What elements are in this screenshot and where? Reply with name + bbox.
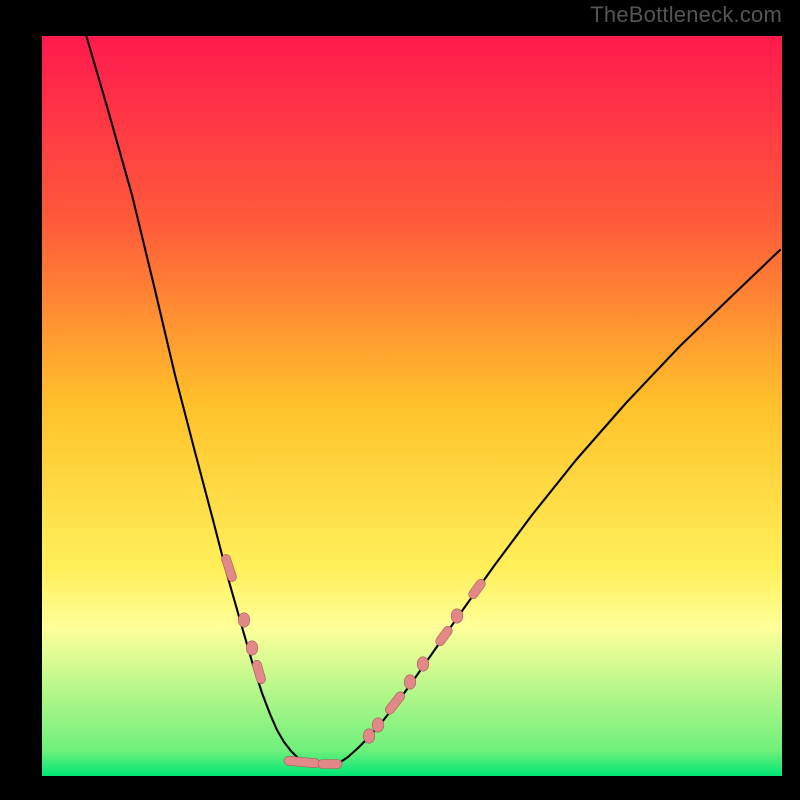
watermark-text: TheBottleneck.com [590,2,782,28]
curve-overlay [0,0,800,800]
chart-container: TheBottleneck.com [0,0,800,800]
